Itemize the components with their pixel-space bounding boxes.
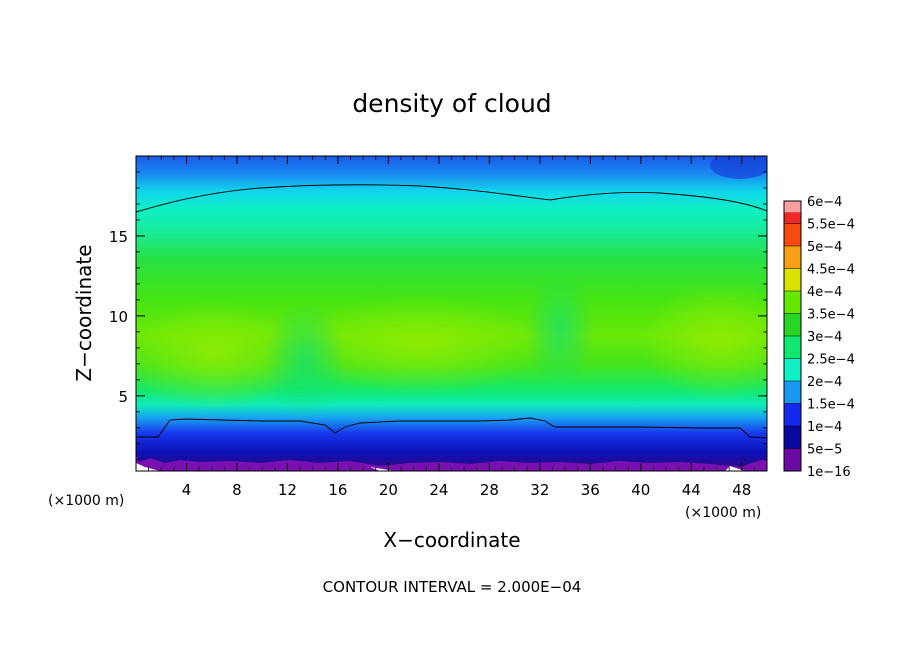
colorbar-label: 2e−4	[807, 375, 842, 390]
plot-field	[136, 156, 767, 471]
colorbar-label: 5.5e−4	[807, 218, 855, 233]
x-tick-label: 32	[530, 481, 549, 499]
x-axis-label: X−coordinate	[383, 528, 520, 552]
x-tick-label: 28	[480, 481, 499, 499]
x-tick-label: 16	[328, 481, 347, 499]
minor-ticks	[136, 156, 767, 471]
colorbar-label: 4.5e−4	[807, 263, 855, 278]
y-tick-label: 5	[118, 388, 128, 406]
colorbar-label: 1e−4	[807, 420, 842, 435]
contour-interval-note: CONTOUR INTERVAL = 2.000E−04	[323, 578, 582, 596]
colorbar-label: 1.5e−4	[807, 398, 855, 413]
colorbar-swatch	[784, 403, 801, 426]
x-tick-label: 12	[278, 481, 297, 499]
x-tick-label: 48	[732, 481, 751, 499]
x-tick-label: 44	[682, 481, 701, 499]
x-tick-label: 8	[232, 481, 242, 499]
colorbar-swatch	[784, 313, 801, 336]
x-tick-label: 36	[581, 481, 600, 499]
x-tick-label: 24	[429, 481, 448, 499]
x-tick-label: 40	[631, 481, 650, 499]
colorbar-swatch	[784, 291, 801, 314]
x-unit-left: (×1000 m)	[48, 493, 124, 509]
contour-upper	[135, 184, 768, 213]
colorbar: 6e−4 5.5e−4 5e−4 4.5e−4 4e−4 3.5e−4 3e−4 2.5e−4…	[783, 195, 855, 480]
colorbar-swatch	[784, 336, 801, 359]
colorbar-swatch	[784, 268, 801, 291]
chart-title: density of cloud	[352, 89, 551, 118]
y-axis-label: Z−coordinate	[72, 244, 96, 381]
colorbar-label: 5e−4	[807, 240, 842, 255]
x-tick-label: 20	[379, 481, 398, 499]
y-axis: 5 10 15	[109, 228, 767, 406]
colorbar-label: 3e−4	[807, 330, 842, 345]
colorbar-label: 3.5e−4	[807, 308, 855, 323]
colorbar-label: 6e−4	[807, 195, 842, 210]
colorbar-swatch	[784, 448, 801, 471]
y-tick-label: 15	[109, 228, 128, 246]
colorbar-label: 2.5e−4	[807, 353, 855, 368]
y-tick-label: 10	[109, 308, 128, 326]
colorbar-label: 1e−16	[807, 465, 851, 480]
colorbar-swatch	[784, 381, 801, 404]
x-unit-right: (×1000 m)	[685, 505, 761, 521]
colorbar-swatch	[784, 246, 801, 269]
x-axis: 4 8 12 16 20 24 28 32 36 40 44 48	[182, 156, 751, 499]
colorbar-swatch-top	[784, 201, 801, 213]
colorbar-label: 5e−5	[807, 443, 842, 458]
colorbar-swatch	[784, 358, 801, 381]
x-tick-label: 4	[182, 481, 192, 499]
colorbar-label: 4e−4	[807, 285, 842, 300]
colorbar-swatch	[784, 426, 801, 449]
contour-lower	[136, 417, 768, 439]
colorbar-swatch	[784, 223, 801, 246]
